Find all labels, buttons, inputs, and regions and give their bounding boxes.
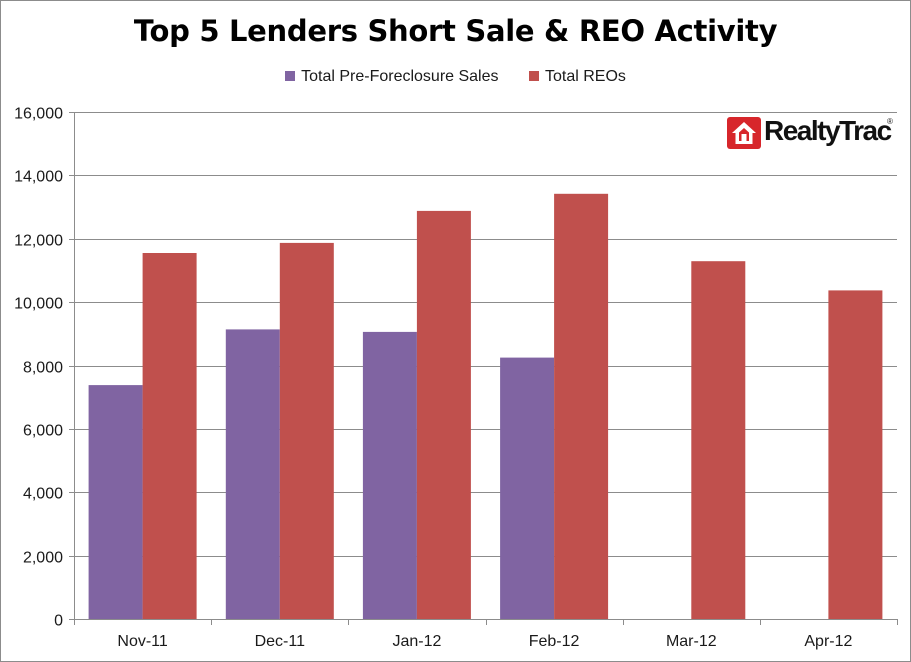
y-tick-label: 4,000: [23, 486, 63, 503]
logo-registered-mark: ®: [887, 117, 893, 126]
x-tick-label: Mar-12: [666, 633, 717, 650]
legend: Total Pre-Foreclosure Sales Total REOs: [0, 68, 911, 86]
y-tick-label: 12,000: [14, 233, 63, 250]
legend-item-pre-foreclosure: Total Pre-Foreclosure Sales: [285, 68, 499, 86]
bar-pre-foreclosure: [500, 357, 555, 619]
y-tick-label: 16,000: [14, 106, 63, 123]
bar-pre-foreclosure: [225, 329, 280, 619]
bar-pre-foreclosure: [88, 385, 143, 619]
chart-title: Top 5 Lenders Short Sale & REO Activity: [133, 14, 778, 48]
bar-reo: [142, 253, 197, 619]
legend-label-reo: Total REOs: [544, 68, 626, 85]
x-tick-label: Nov-11: [117, 633, 167, 650]
y-tick-label: 8,000: [23, 360, 63, 377]
bar-reo: [416, 210, 471, 619]
logo-text: RealtyTrac: [764, 115, 892, 146]
y-tick-label: 14,000: [14, 169, 63, 186]
bars: [88, 193, 883, 620]
y-tick-label: 2,000: [23, 550, 63, 567]
y-tick-label: 0: [54, 613, 63, 630]
y-tick-label: 6,000: [23, 423, 63, 440]
legend-item-reo: Total REOs: [528, 68, 626, 86]
x-tick-label: Jan-12: [392, 633, 441, 650]
bar-reo: [279, 242, 334, 619]
x-tick-label: Feb-12: [529, 633, 580, 650]
x-tick-label: Apr-12: [804, 633, 852, 650]
axes: [69, 112, 898, 625]
y-tick-label: 10,000: [14, 296, 63, 313]
gridlines: [74, 112, 897, 557]
legend-swatch-reo: [528, 71, 539, 81]
legend-swatch-pre-foreclosure: [285, 71, 296, 81]
bar-reo: [554, 193, 609, 620]
bar-pre-foreclosure: [362, 331, 417, 619]
house-icon: [727, 117, 761, 149]
legend-label-pre-foreclosure: Total Pre-Foreclosure Sales: [301, 68, 499, 85]
bar-reo: [828, 290, 883, 619]
x-tick-label: Dec-11: [255, 633, 305, 650]
bar-reo: [691, 261, 746, 619]
tick-labels: 0 2,000 4,000 6,000 8,000 10,000 12,000 14,000 1…: [14, 106, 852, 651]
